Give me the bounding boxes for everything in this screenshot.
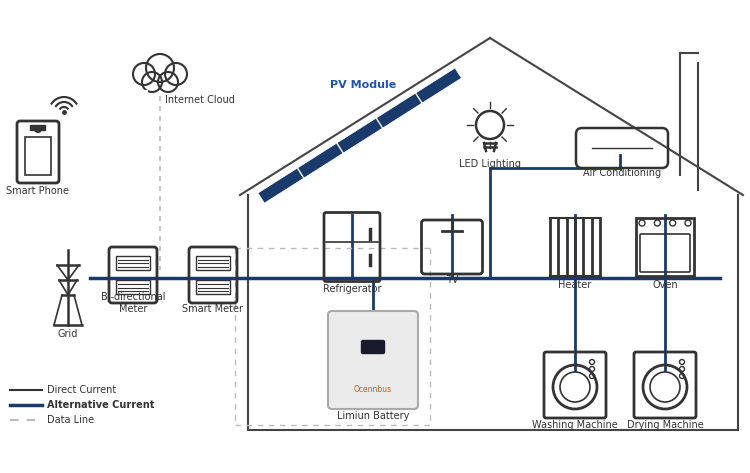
Circle shape: [142, 72, 162, 92]
Text: Washing Machine: Washing Machine: [532, 420, 618, 430]
Text: Limiun Battery: Limiun Battery: [337, 411, 410, 421]
Text: Smart Phone: Smart Phone: [7, 186, 70, 196]
Text: Heater: Heater: [558, 280, 592, 290]
Circle shape: [158, 72, 178, 92]
Text: TV: TV: [446, 275, 458, 285]
FancyBboxPatch shape: [31, 125, 46, 131]
Polygon shape: [258, 68, 461, 203]
Text: Alternative Current: Alternative Current: [47, 400, 154, 410]
Circle shape: [146, 54, 174, 82]
Text: Data Line: Data Line: [47, 415, 94, 425]
Text: Oven: Oven: [652, 280, 678, 290]
FancyBboxPatch shape: [362, 341, 385, 353]
Text: Bi-directional
Meter: Bi-directional Meter: [100, 292, 165, 314]
Circle shape: [165, 63, 187, 85]
Text: Air Conditioning: Air Conditioning: [583, 168, 661, 178]
Bar: [116, 256, 150, 270]
FancyBboxPatch shape: [328, 311, 418, 409]
Text: Drying Machine: Drying Machine: [627, 420, 704, 430]
Bar: [116, 280, 150, 294]
Text: Grid: Grid: [58, 329, 78, 339]
Text: PV Module: PV Module: [330, 80, 396, 90]
Bar: [25, 137, 51, 175]
Text: Internet Cloud: Internet Cloud: [165, 95, 235, 105]
Text: Smart Meter: Smart Meter: [182, 304, 244, 314]
Text: Direct Current: Direct Current: [47, 385, 116, 395]
Bar: [636, 218, 694, 276]
Text: Ocennbus: Ocennbus: [354, 385, 392, 394]
Text: Refrigerator: Refrigerator: [322, 283, 381, 294]
Circle shape: [133, 63, 155, 85]
Bar: [196, 256, 230, 270]
Text: LED Lighting: LED Lighting: [459, 159, 521, 169]
Bar: [196, 280, 230, 294]
